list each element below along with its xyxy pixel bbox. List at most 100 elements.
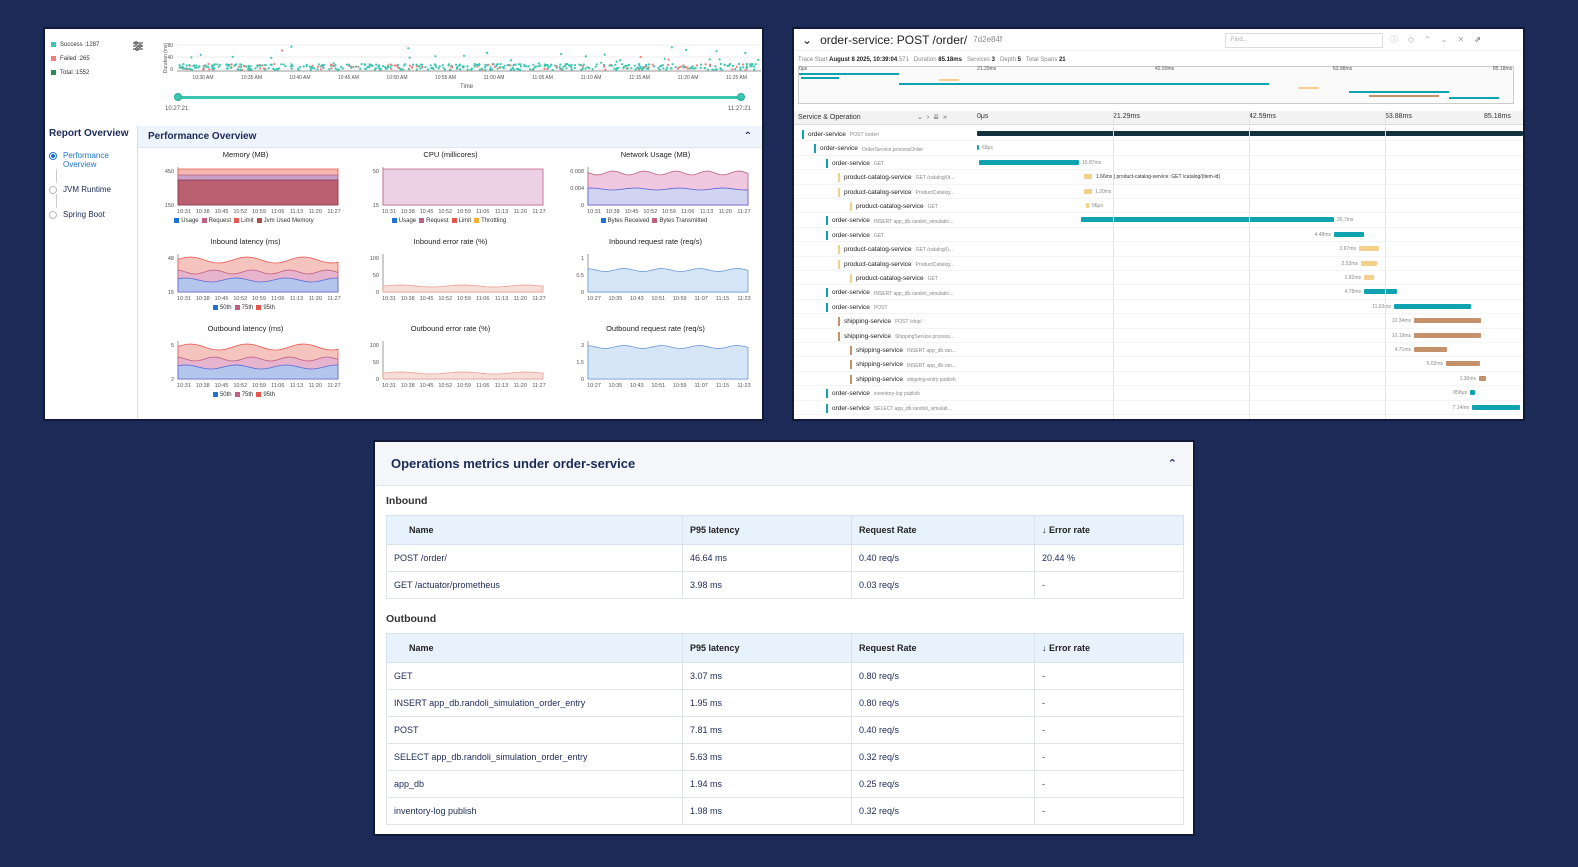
success-point[interactable] bbox=[614, 63, 617, 66]
success-point[interactable] bbox=[682, 65, 685, 68]
span-row[interactable]: product-catalog-service ProductCatalog...… bbox=[794, 257, 1523, 271]
span-bar[interactable] bbox=[1364, 275, 1374, 280]
success-point[interactable] bbox=[384, 67, 387, 70]
chart-plot[interactable]: 100 50 010:31 10:38 10:45 10:52 10:59 11:06 11:1… bbox=[353, 246, 548, 304]
trace-toolbar-icons[interactable]: ⓘ◇⌃⌄✕⇗ bbox=[1390, 35, 1491, 44]
failed-point[interactable] bbox=[415, 65, 418, 68]
success-point[interactable] bbox=[549, 65, 552, 68]
success-point[interactable] bbox=[647, 67, 650, 71]
span-bar[interactable] bbox=[1394, 303, 1471, 309]
span-row[interactable]: order-service inventory-log publish 858μs bbox=[794, 386, 1523, 401]
failed-point[interactable] bbox=[316, 65, 320, 68]
span-row[interactable]: shipping-service ShippingService.process.… bbox=[794, 329, 1523, 343]
success-point[interactable] bbox=[519, 65, 522, 68]
success-point[interactable] bbox=[290, 63, 293, 66]
failed-point[interactable] bbox=[603, 65, 606, 68]
success-point[interactable] bbox=[728, 62, 732, 66]
span-bar[interactable] bbox=[1479, 375, 1486, 381]
success-point[interactable] bbox=[309, 68, 312, 71]
span-bar[interactable] bbox=[1334, 231, 1364, 237]
success-point[interactable] bbox=[749, 63, 752, 66]
success-point[interactable] bbox=[270, 56, 273, 59]
success-point[interactable] bbox=[334, 64, 337, 67]
range-start-handle[interactable] bbox=[174, 93, 182, 101]
nav-jvm-runtime[interactable]: JVM Runtime bbox=[49, 185, 137, 194]
success-point[interactable] bbox=[470, 68, 473, 71]
success-point[interactable] bbox=[613, 67, 616, 70]
span-row[interactable]: product-catalog-service GET /catalog/{it.… bbox=[794, 170, 1523, 185]
nav-spring-boot[interactable]: Spring Boot bbox=[49, 210, 137, 219]
success-point[interactable] bbox=[532, 63, 535, 66]
success-point[interactable] bbox=[216, 63, 219, 66]
success-point[interactable] bbox=[396, 63, 399, 66]
success-point[interactable] bbox=[267, 67, 270, 70]
success-point[interactable] bbox=[638, 67, 641, 70]
failed-point[interactable] bbox=[685, 65, 688, 68]
success-point[interactable] bbox=[368, 64, 371, 67]
success-point[interactable] bbox=[322, 63, 325, 66]
span-row[interactable]: order-service OrderService.processOrder 69… bbox=[794, 141, 1523, 156]
success-point[interactable] bbox=[264, 64, 267, 67]
chevron-up-icon[interactable]: ⌃ bbox=[1167, 458, 1177, 470]
span-bar[interactable] bbox=[1470, 390, 1475, 396]
success-point[interactable] bbox=[290, 65, 293, 68]
span-bar[interactable] bbox=[1414, 347, 1447, 352]
performance-overview-header[interactable]: Performance Overview ⌃ bbox=[138, 126, 762, 148]
success-point[interactable] bbox=[532, 68, 535, 71]
success-point[interactable] bbox=[485, 51, 489, 54]
success-point[interactable] bbox=[670, 67, 673, 70]
chart-plot[interactable]: 3 1.5 010:27 10:35 10:43 10:51 10:59 11:07 11:15… bbox=[558, 333, 753, 391]
success-point[interactable] bbox=[647, 63, 651, 66]
failed-point[interactable] bbox=[319, 68, 322, 71]
success-point[interactable] bbox=[666, 66, 669, 69]
success-point[interactable] bbox=[579, 64, 583, 67]
span-bar[interactable] bbox=[1364, 289, 1397, 295]
success-point[interactable] bbox=[447, 63, 450, 66]
failed-point[interactable] bbox=[261, 64, 264, 67]
rate-area[interactable] bbox=[587, 345, 749, 380]
success-point[interactable] bbox=[190, 56, 193, 59]
success-point[interactable] bbox=[191, 68, 194, 71]
span-bar[interactable] bbox=[1086, 203, 1089, 208]
span-row[interactable]: order-service POST 11.63ms bbox=[794, 300, 1523, 315]
success-point[interactable] bbox=[559, 63, 562, 66]
success-point[interactable] bbox=[638, 63, 641, 66]
failed-point[interactable] bbox=[744, 68, 747, 71]
success-point[interactable] bbox=[662, 67, 665, 70]
success-point[interactable] bbox=[389, 66, 392, 69]
success-point[interactable] bbox=[496, 67, 499, 70]
success-point[interactable] bbox=[560, 53, 563, 56]
success-point[interactable] bbox=[237, 68, 240, 71]
col-error-rate[interactable]: ↓ Error rate bbox=[1034, 633, 1184, 663]
success-point[interactable] bbox=[706, 68, 710, 71]
p50-area[interactable] bbox=[177, 364, 339, 380]
success-point[interactable] bbox=[455, 66, 459, 69]
success-point[interactable] bbox=[193, 64, 196, 67]
success-point[interactable] bbox=[751, 63, 754, 66]
success-point[interactable] bbox=[374, 67, 378, 70]
span-row[interactable]: order-service GET 4.48ms bbox=[794, 228, 1523, 243]
success-point[interactable] bbox=[195, 64, 198, 67]
legend-item[interactable]: Limit bbox=[451, 218, 471, 224]
success-point[interactable] bbox=[550, 63, 553, 66]
success-point[interactable] bbox=[270, 63, 273, 66]
success-point[interactable] bbox=[501, 66, 504, 69]
success-point[interactable] bbox=[204, 64, 207, 67]
legend-item[interactable]: Jvm Used Memory bbox=[256, 218, 314, 224]
legend-item[interactable]: 75th bbox=[234, 392, 253, 398]
failed-point[interactable] bbox=[679, 65, 683, 68]
success-point[interactable] bbox=[685, 48, 688, 51]
success-point[interactable] bbox=[739, 66, 742, 69]
span-bar[interactable] bbox=[1446, 361, 1480, 367]
success-point[interactable] bbox=[661, 64, 664, 67]
success-point[interactable] bbox=[247, 67, 250, 70]
failed-point[interactable] bbox=[281, 49, 284, 52]
success-point[interactable] bbox=[509, 68, 513, 71]
success-point[interactable] bbox=[674, 65, 677, 69]
success-point[interactable] bbox=[603, 53, 606, 56]
error-area[interactable] bbox=[382, 371, 544, 380]
legend-item[interactable]: 50th bbox=[212, 305, 232, 311]
success-point[interactable] bbox=[634, 68, 637, 71]
success-point[interactable] bbox=[489, 66, 492, 69]
